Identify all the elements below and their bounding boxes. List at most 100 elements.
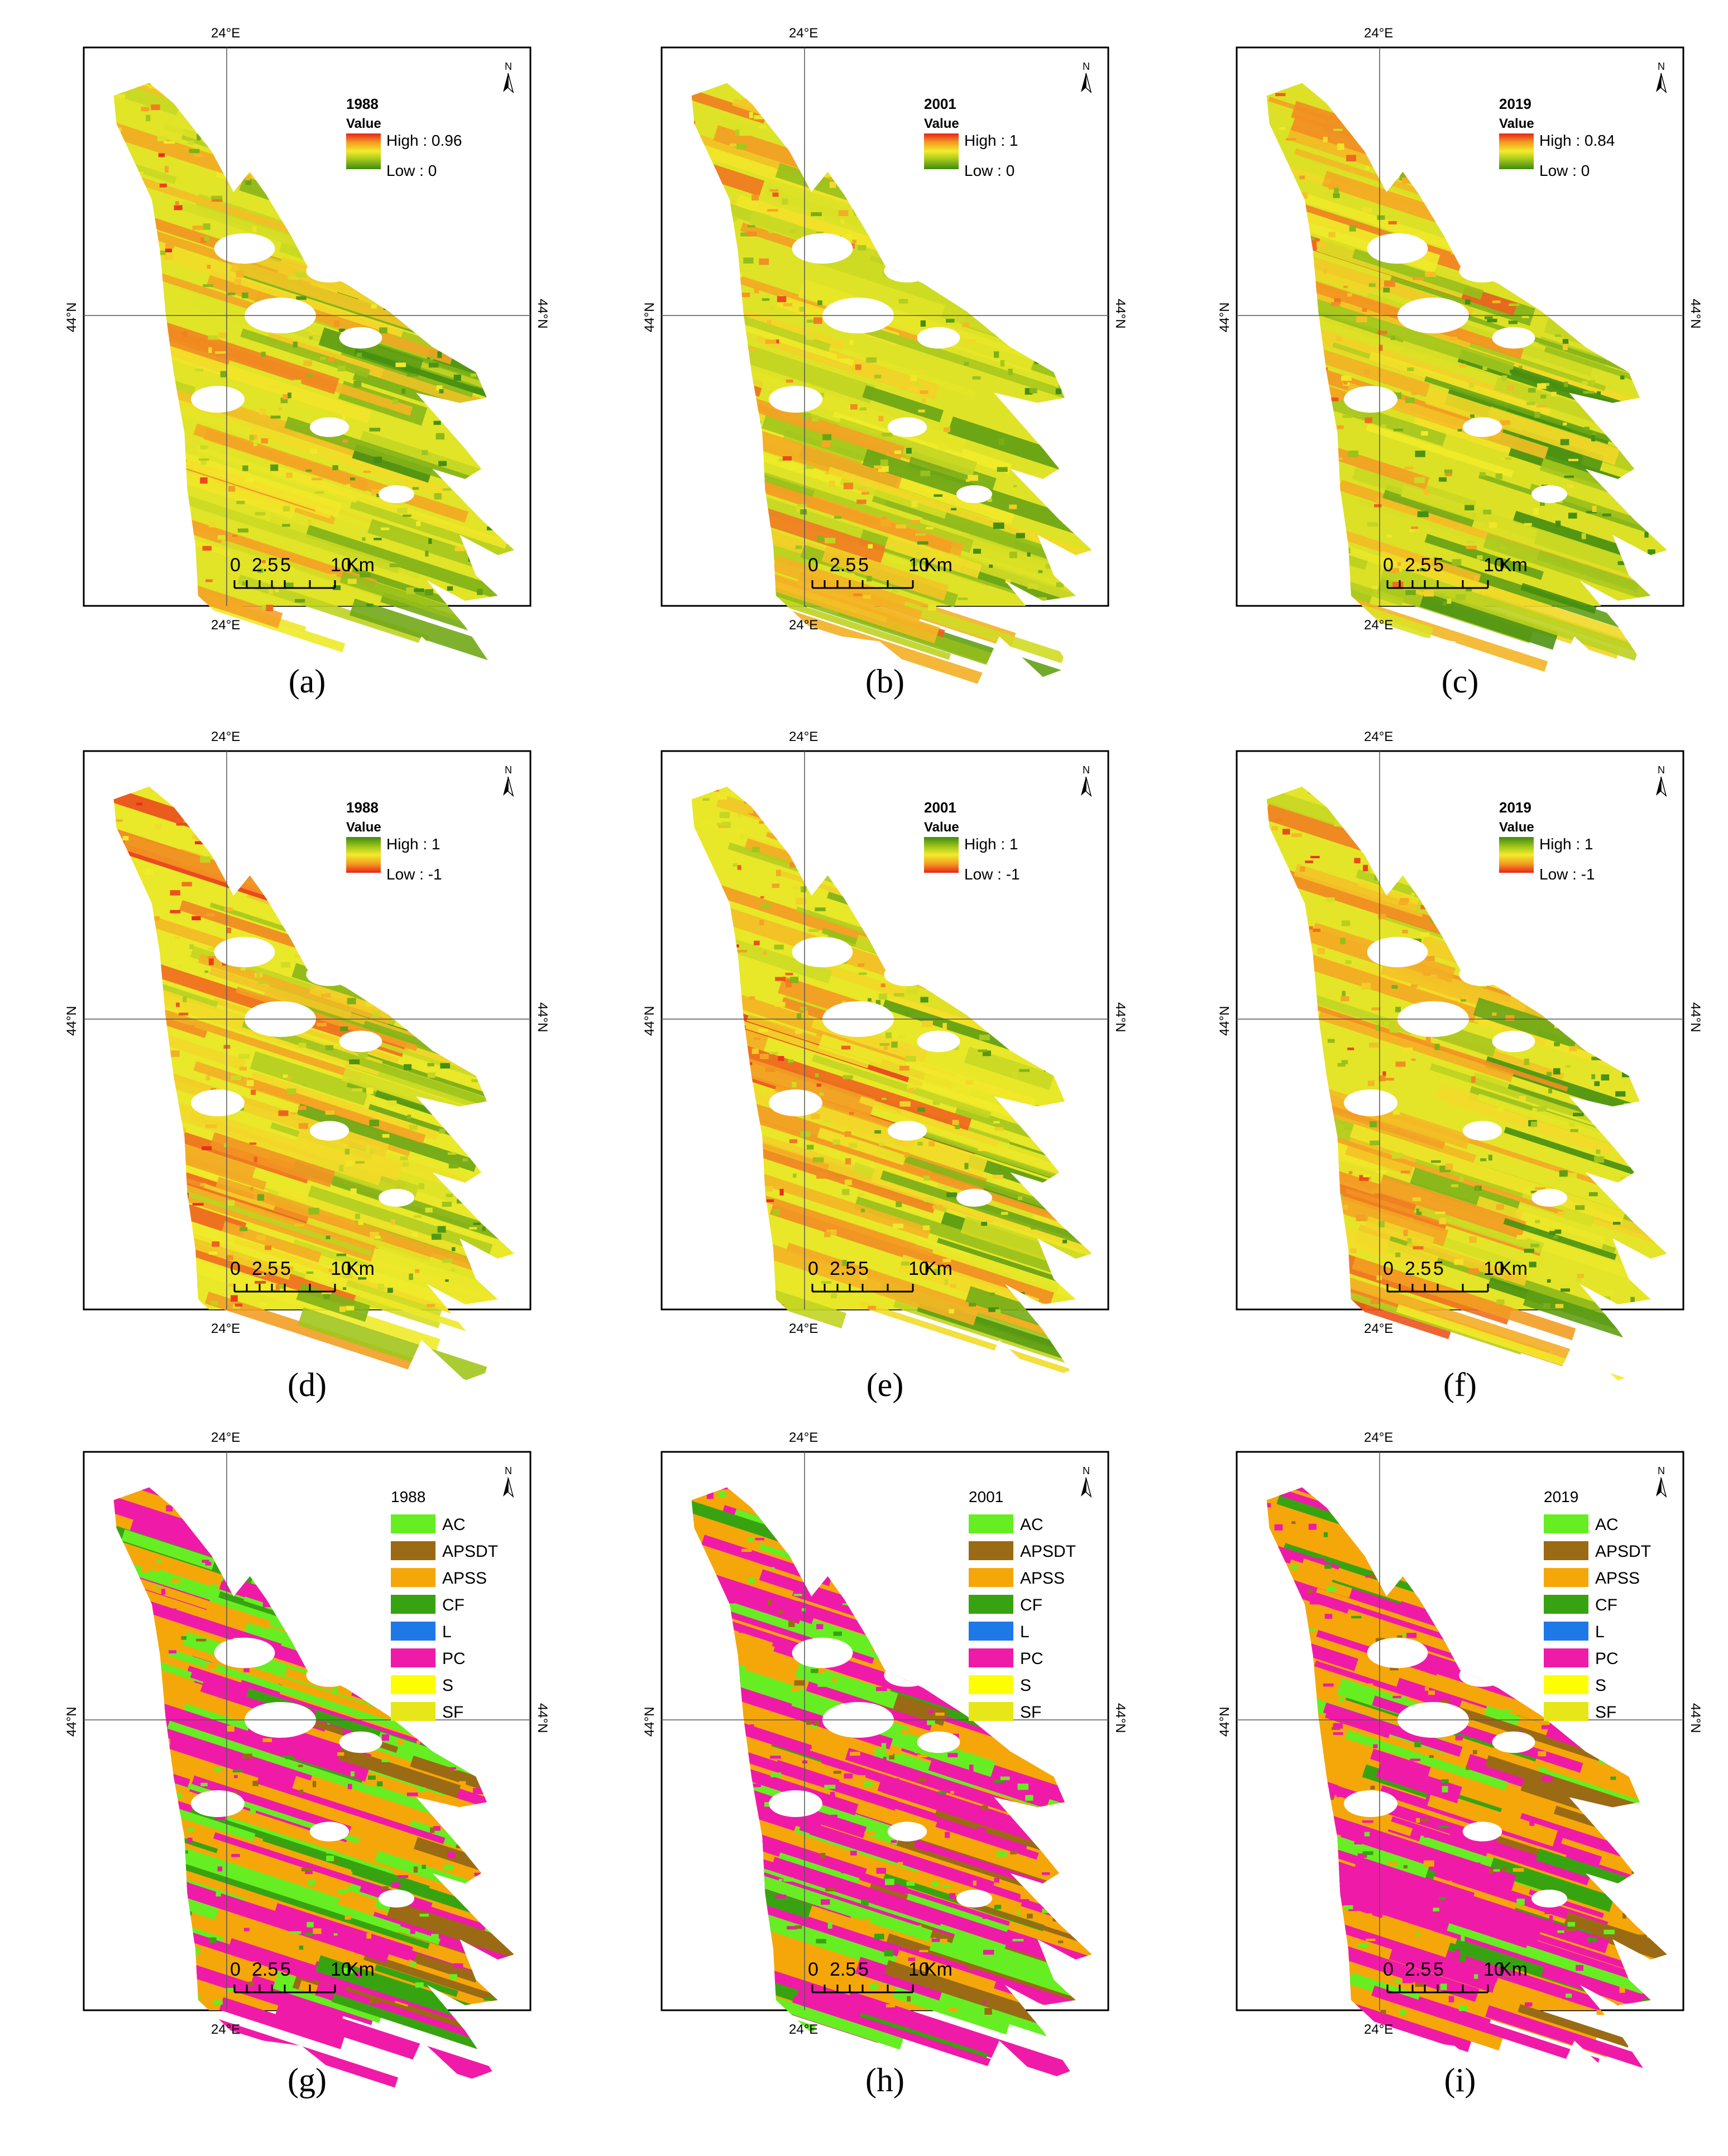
- north-arrow-label: N: [505, 1465, 512, 1476]
- lon-label-top: 24°E: [789, 26, 818, 41]
- class-label-pc: PC: [1595, 1650, 1619, 1668]
- north-arrow-label: N: [1658, 1465, 1665, 1476]
- class-label-apsdt: APSDT: [1595, 1542, 1651, 1561]
- lat-label-left: 44°N: [1217, 1006, 1232, 1036]
- scale-tick-label: 0: [230, 1258, 241, 1279]
- value-legend: 2019 Value High : 0.84 Low : 0: [1499, 95, 1615, 179]
- class-swatch-apss: [969, 1568, 1013, 1587]
- class-legend: 2019 AC APSDT APSS CF L PC S SF: [1544, 1488, 1651, 1722]
- scale-tick-label: 10: [1483, 1959, 1505, 1980]
- lat-label-right: 44°N: [1688, 299, 1703, 329]
- class-swatch-sf: [1544, 1702, 1588, 1721]
- scale-tick-label: 10: [908, 1959, 930, 1980]
- lat-label-right: 44°N: [1688, 1002, 1703, 1032]
- color-ramp-swatch: [924, 133, 959, 169]
- scale-tick-label: 10: [331, 1258, 352, 1279]
- class-swatch-sf: [969, 1702, 1013, 1721]
- class-label-apsdt: APSDT: [1020, 1542, 1076, 1561]
- class-label-cf: CF: [1595, 1596, 1617, 1614]
- legend-low: Low : -1: [386, 866, 442, 883]
- north-arrow-label: N: [1083, 764, 1090, 776]
- raster-fill: [113, 1487, 514, 2088]
- class-swatch-apsdt: [969, 1541, 1013, 1560]
- lon-label-bottom: 24°E: [211, 2022, 240, 2037]
- legend-high: High : 1: [964, 835, 1018, 853]
- legend-title: Value: [924, 820, 959, 835]
- color-ramp-swatch: [1499, 837, 1534, 873]
- lat-label-left: 44°N: [64, 302, 79, 332]
- class-swatch-apsdt: [1544, 1541, 1588, 1560]
- class-label-l: L: [1595, 1623, 1605, 1641]
- scale-tick-label: 10: [908, 1258, 930, 1279]
- scale-unit-label: Km: [924, 1959, 952, 1980]
- class-swatch-pc: [1544, 1648, 1588, 1667]
- scale-unit-label: Km: [346, 1258, 375, 1279]
- scale-tick-label: 5: [1433, 1258, 1444, 1279]
- class-label-ac: AC: [442, 1516, 466, 1534]
- scale-unit-label: Km: [924, 554, 952, 576]
- lon-label-top: 24°E: [1364, 26, 1393, 41]
- north-arrow-icon: N: [1081, 764, 1092, 797]
- legend-high: High : 1: [386, 835, 441, 853]
- legend-low: Low : -1: [964, 866, 1020, 883]
- legend-title: Value: [346, 820, 381, 835]
- class-label-apss: APSS: [1020, 1569, 1065, 1588]
- raster-fill: [1266, 1487, 1667, 2086]
- scale-tick-label: 10: [331, 554, 352, 576]
- lon-label-bottom: 24°E: [211, 1321, 240, 1336]
- north-arrow-icon: N: [503, 764, 514, 797]
- panel-caption: (g): [288, 2062, 327, 2098]
- class-swatch-ac: [969, 1514, 1013, 1533]
- north-arrow-icon: N: [1656, 61, 1667, 94]
- legend-title: Value: [346, 116, 381, 131]
- class-label-sf: SF: [442, 1703, 463, 1722]
- class-label-cf: CF: [1020, 1596, 1042, 1614]
- north-arrow-label: N: [1083, 61, 1090, 72]
- value-legend: 2001 Value High : 1 Low : 0: [924, 95, 1018, 179]
- north-arrow-label: N: [1658, 61, 1665, 72]
- scale-tick-label: 5: [858, 1258, 869, 1279]
- lon-label-top: 24°E: [789, 729, 818, 744]
- scale-tick-label: 2.5: [252, 1959, 278, 1980]
- class-label-l: L: [1020, 1623, 1030, 1641]
- scale-tick-label: 0: [1383, 554, 1394, 576]
- scale-tick-label: 10: [1483, 554, 1505, 576]
- scale-tick-label: 5: [1433, 1959, 1444, 1980]
- scale-tick-label: 5: [858, 554, 869, 576]
- legend-year: 1988: [391, 1488, 425, 1505]
- class-label-sf: SF: [1595, 1703, 1616, 1722]
- class-swatch-l: [969, 1622, 1013, 1641]
- legend-low: Low : -1: [1539, 866, 1595, 883]
- lat-label-left: 44°N: [64, 1006, 79, 1036]
- scale-unit-label: Km: [346, 1959, 375, 1980]
- scale-tick-label: 2.5: [252, 1258, 278, 1279]
- scale-tick-label: 2.5: [1405, 1258, 1431, 1279]
- lat-label-left: 44°N: [642, 302, 657, 332]
- lat-label-left: 44°N: [1217, 1706, 1232, 1737]
- legend-year: 1988: [346, 799, 379, 816]
- lon-label-bottom: 24°E: [211, 618, 240, 633]
- scale-tick-label: 2.5: [1405, 1959, 1431, 1980]
- scale-unit-label: Km: [924, 1258, 952, 1279]
- panel-caption: (b): [865, 663, 904, 700]
- legend-title: Value: [1499, 116, 1534, 131]
- value-legend: 1988 Value High : 0.96 Low : 0: [346, 95, 462, 179]
- class-label-l: L: [442, 1623, 452, 1641]
- lon-label-top: 24°E: [1364, 1430, 1393, 1445]
- scale-tick-label: 10: [1483, 1258, 1505, 1279]
- panel-caption: (d): [288, 1366, 327, 1403]
- north-arrow-icon: N: [503, 61, 514, 94]
- north-arrow-label: N: [505, 61, 512, 72]
- lat-label-left: 44°N: [1217, 302, 1232, 332]
- lon-label-bottom: 24°E: [1364, 618, 1393, 633]
